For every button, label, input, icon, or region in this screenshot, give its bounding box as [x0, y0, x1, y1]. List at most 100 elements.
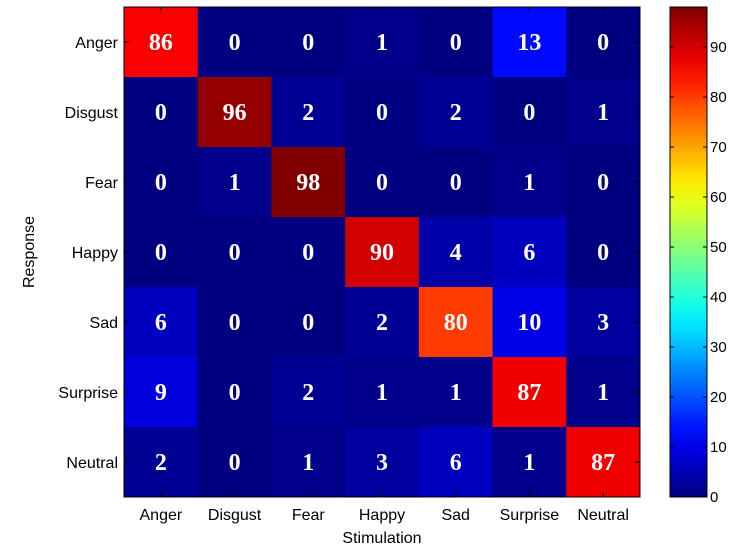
- heatmap-cell: [124, 147, 199, 218]
- cell-value-label: 0: [302, 240, 314, 266]
- cell-value-label: 1: [229, 170, 241, 196]
- heatmap-cell: [345, 217, 420, 288]
- cell-value-label: 0: [597, 170, 609, 196]
- heatmap-cell: [197, 427, 272, 498]
- cell-value-label: 2: [376, 310, 388, 336]
- x-tick-label: Sad: [441, 507, 469, 524]
- colorbar-tick-label: 20: [710, 389, 727, 406]
- colorbar-tick-label: 30: [710, 339, 727, 356]
- heatmap-cell: [197, 287, 272, 358]
- heatmap-cell: [197, 217, 272, 288]
- cell-value-label: 0: [597, 30, 609, 56]
- colorbar: [669, 6, 708, 498]
- heatmap-cell: [197, 357, 272, 428]
- cell-value-label: 0: [302, 30, 314, 56]
- x-tick-label: Anger: [140, 507, 183, 524]
- y-tick-label: Sad: [90, 315, 118, 332]
- x-tick-label: Surprise: [500, 507, 560, 524]
- x-tick-label: Neutral: [577, 507, 629, 524]
- heatmap-cell: [566, 357, 641, 428]
- cell-value-label: 0: [450, 170, 462, 196]
- heatmap-cell: [566, 287, 641, 358]
- colorbar-tick-label: 10: [710, 439, 727, 456]
- y-tick-label: Happy: [72, 245, 118, 262]
- heatmap-cell: [271, 7, 346, 78]
- cell-value-label: 0: [155, 100, 167, 126]
- heatmap-cell: [124, 217, 199, 288]
- y-tick-label: Anger: [75, 35, 118, 52]
- heatmap-cell: [345, 427, 420, 498]
- cell-value-label: 0: [155, 170, 167, 196]
- colorbar-tick-label: 80: [710, 89, 727, 106]
- cell-value-label: 3: [376, 450, 388, 476]
- x-tick-label: Fear: [292, 507, 326, 524]
- cell-value-label: 80: [444, 310, 468, 336]
- x-tick-label: Disgust: [208, 507, 262, 524]
- cell-value-label: 87: [591, 450, 615, 476]
- colorbar-tick-label: 60: [710, 189, 727, 206]
- x-axis-ticks: Anger Disgust Fear Happy Sad Surprise Neutral: [140, 7, 629, 524]
- heatmap-cell: [124, 427, 199, 498]
- heatmap-cell: [124, 287, 199, 358]
- heatmap-cell: [566, 7, 641, 78]
- heatmap-cell: [418, 7, 494, 78]
- heatmap-cell: [418, 287, 494, 358]
- cell-value-label: 96: [223, 100, 247, 126]
- heatmap-cell: [124, 357, 199, 428]
- colorbar-tick-label: 50: [710, 239, 727, 256]
- heatmap-cell: [418, 77, 494, 148]
- cell-value-label: 1: [597, 380, 609, 406]
- heatmap-cell: [345, 77, 420, 148]
- colorbar-tick-label: 40: [710, 289, 727, 306]
- cell-value-label: 1: [523, 450, 535, 476]
- cell-value-label: 0: [229, 380, 241, 406]
- cell-value-label: 0: [302, 310, 314, 336]
- heatmap-cell: [492, 427, 567, 498]
- cell-value-label: 86: [149, 30, 173, 56]
- colorbar-tick-label: 90: [710, 39, 727, 56]
- cell-value-label: 2: [302, 380, 314, 406]
- heatmap-cell: [566, 77, 641, 148]
- y-axis-label: Response: [21, 216, 38, 288]
- cell-value-label: 0: [229, 450, 241, 476]
- x-axis-label: Stimulation: [342, 530, 421, 547]
- cell-value-label: 0: [155, 240, 167, 266]
- cell-value-label: 6: [155, 310, 167, 336]
- heatmap-cell: [492, 7, 567, 78]
- cell-value-label: 0: [597, 240, 609, 266]
- heatmap-cell: [492, 287, 567, 358]
- cell-value-label: 0: [229, 240, 241, 266]
- colorbar-ticks: 0 10 20 30 40 50 60 70 80 90: [670, 39, 727, 506]
- heatmap-cell: [418, 217, 494, 288]
- heatmap-cells: [124, 7, 641, 498]
- cell-value-label: 1: [450, 380, 462, 406]
- cell-value-label: 6: [450, 450, 462, 476]
- heatmap-cell: [271, 77, 346, 148]
- heatmap-cell: [271, 217, 346, 288]
- heatmap-cell: [345, 287, 420, 358]
- cell-value-label: 1: [597, 100, 609, 126]
- y-tick-label: Surprise: [58, 385, 118, 402]
- heatmap-cell: [197, 77, 272, 148]
- cell-value-label: 13: [517, 30, 541, 56]
- colorbar-tick-label: 0: [710, 489, 718, 506]
- cell-value-label: 0: [450, 30, 462, 56]
- cell-value-label: 6: [523, 240, 535, 266]
- y-tick-label: Fear: [85, 175, 119, 192]
- cell-value-label: 1: [376, 30, 388, 56]
- heatmap-cell: [418, 357, 494, 428]
- cell-value-label: 9: [155, 380, 167, 406]
- cell-value-label: 90: [370, 240, 394, 266]
- cell-value-label: 0: [523, 100, 535, 126]
- cell-value-label: 87: [517, 380, 541, 406]
- heatmap-cell: [492, 357, 567, 428]
- y-tick-label: Neutral: [66, 455, 118, 472]
- cell-value-label: 1: [302, 450, 314, 476]
- heatmap-cell: [566, 217, 641, 288]
- heatmap-cell: [345, 7, 420, 78]
- heatmap-cell: [197, 147, 272, 218]
- x-tick-label: Happy: [359, 507, 405, 524]
- cell-value-label: 0: [376, 170, 388, 196]
- cell-value-label: 4: [450, 240, 462, 266]
